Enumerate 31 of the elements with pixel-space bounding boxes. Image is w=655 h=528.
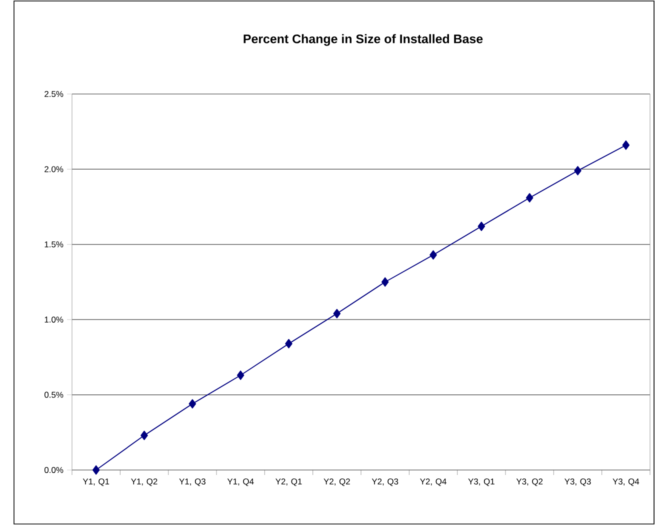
x-tick-label: Y1, Q4 [227, 478, 254, 486]
x-tick-label: Y3, Q4 [612, 478, 640, 486]
x-tick-label: Y1, Q1 [82, 478, 110, 486]
x-tick-label: Y3, Q2 [516, 478, 543, 486]
y-tick-label: 2.5% [44, 91, 64, 97]
point [188, 399, 196, 409]
y-tick-label: 0.0% [44, 467, 64, 473]
x-tick-label: Y1, Q3 [179, 478, 206, 486]
x-tick-label: Y2, Q1 [276, 478, 302, 486]
point [285, 338, 292, 348]
chart-title: Percent Change in Size of Installed Base [244, 34, 483, 46]
point [140, 430, 148, 440]
x-tick-label: Y2, Q3 [372, 478, 398, 486]
point [92, 465, 100, 475]
x-tick-label: Y1, Q2 [131, 478, 158, 486]
point [236, 370, 244, 380]
point [622, 140, 630, 150]
point [430, 250, 437, 260]
y-tick-label: 2.0% [44, 166, 64, 172]
point [574, 166, 582, 176]
x-tick-label: Y3, Q3 [564, 478, 591, 486]
point [333, 308, 341, 318]
y-tick-label: 0.5% [44, 392, 64, 398]
y-tick-label: 1.5% [44, 241, 64, 248]
x-tick-label: Y2, Q2 [324, 478, 350, 486]
x-tick-label: Y3, Q1 [468, 478, 494, 486]
point [478, 222, 486, 232]
point [381, 277, 389, 287]
y-tick-label: 1.0% [44, 316, 64, 323]
point [526, 193, 534, 202]
x-tick-label: Y2, Q4 [420, 478, 446, 486]
